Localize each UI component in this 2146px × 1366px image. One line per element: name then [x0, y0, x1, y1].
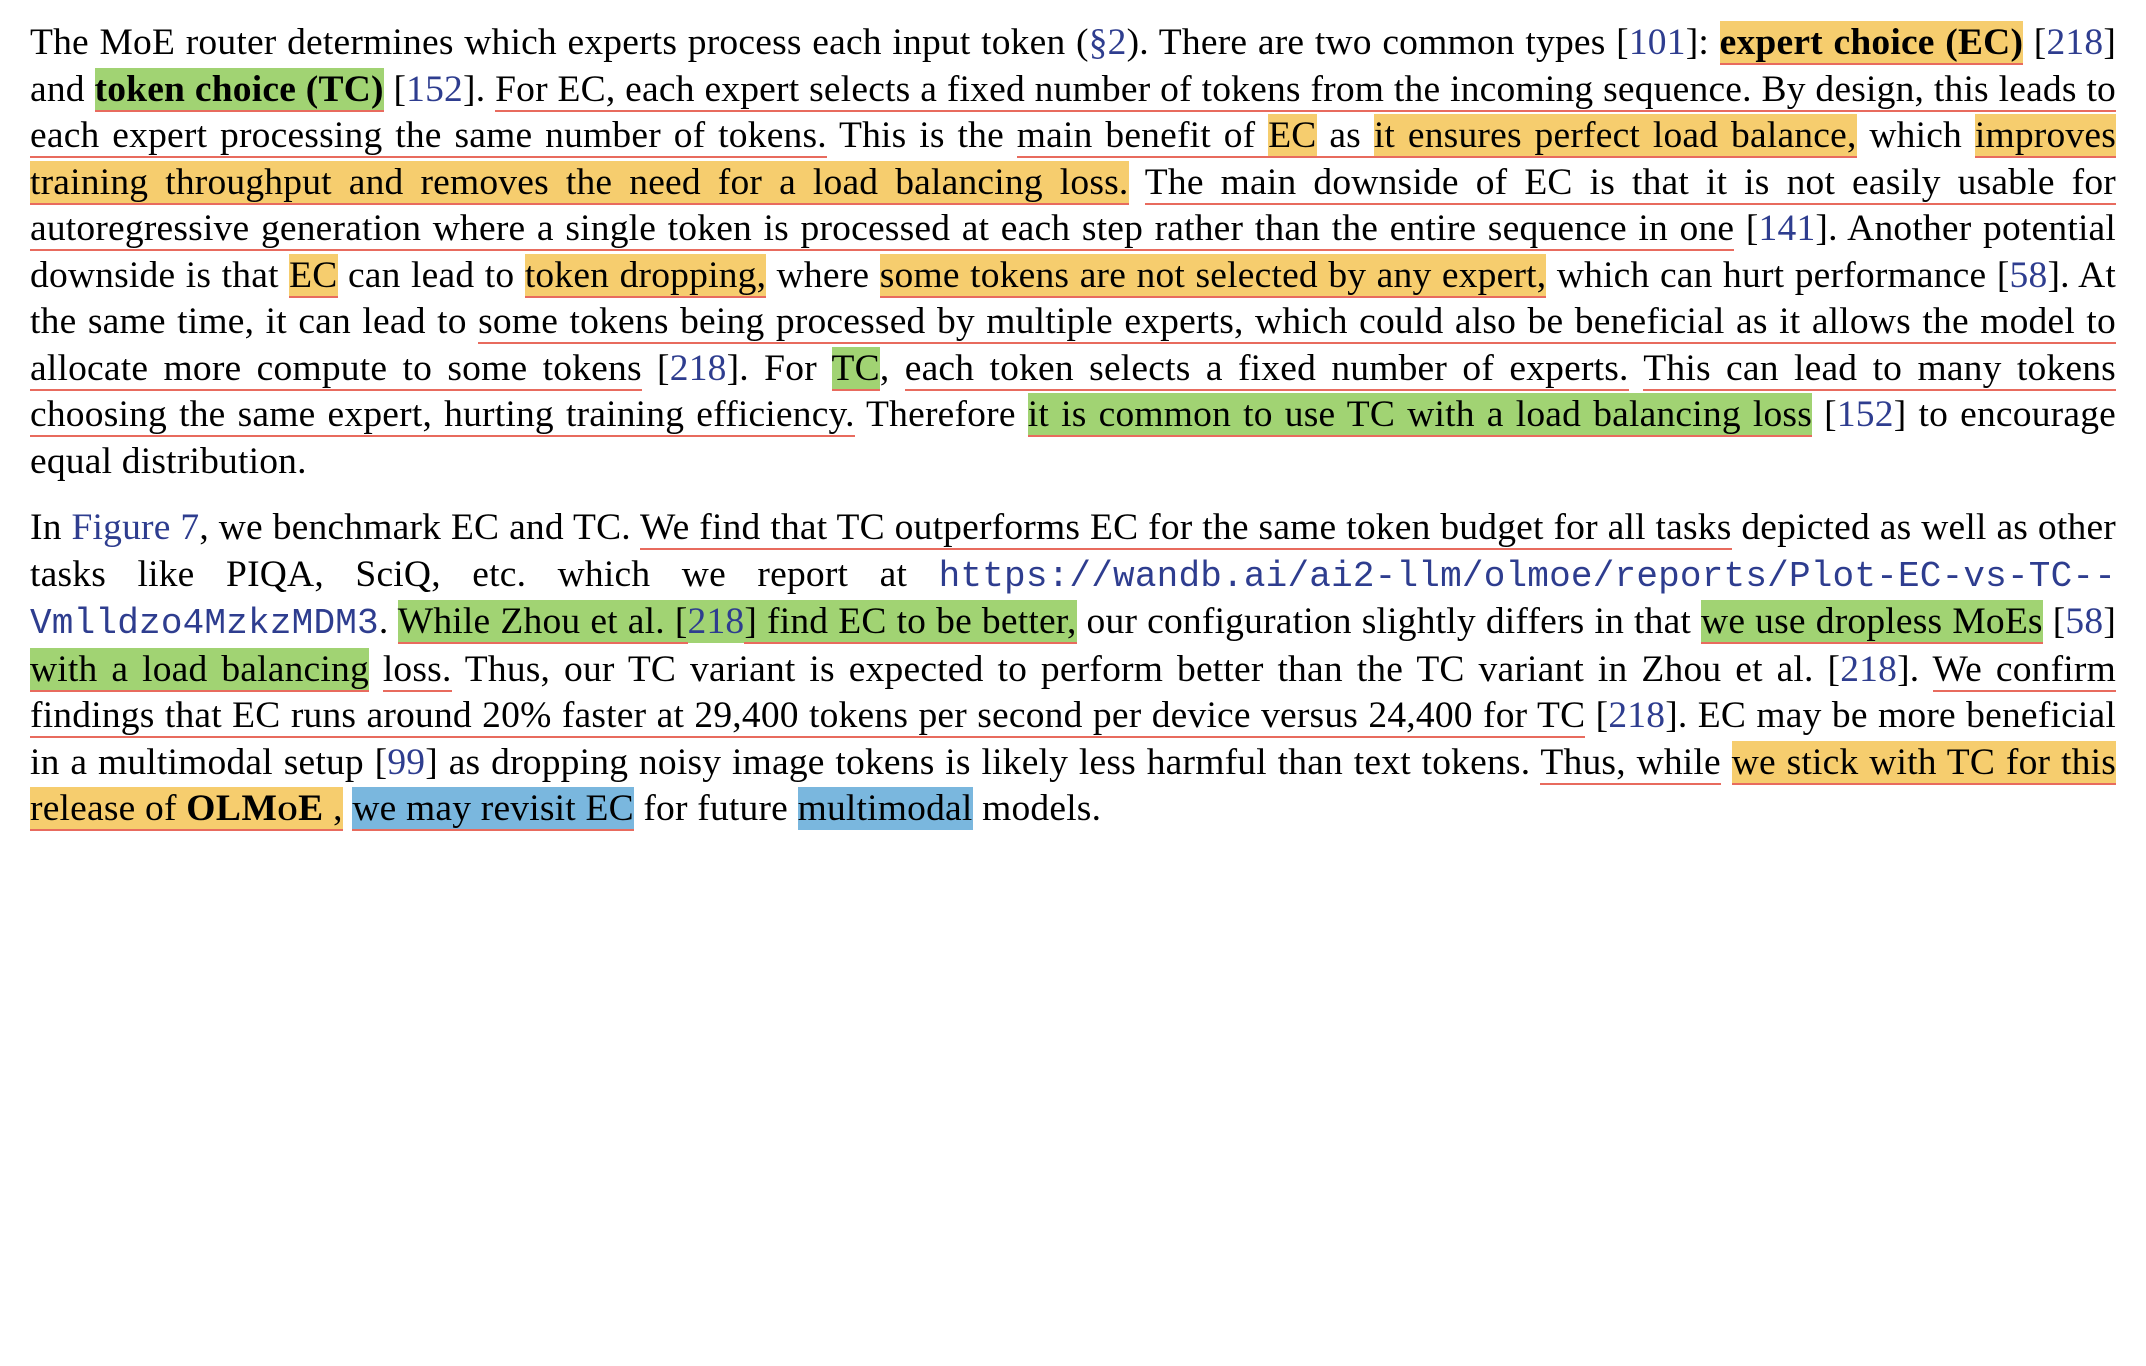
term-expert-choice: expert choice (EC)	[1720, 21, 2024, 65]
paragraph-1: The MoE router determines which experts …	[30, 20, 2116, 485]
citation[interactable]: 152	[1837, 394, 1894, 435]
highlighted-text: ] find EC to be better,	[744, 600, 1076, 644]
citation[interactable]: 218	[1608, 695, 1665, 736]
citation[interactable]: 218	[2046, 22, 2103, 63]
text: This is the	[827, 115, 1017, 156]
text: models.	[973, 788, 1102, 829]
model-name: OLMoE	[186, 787, 323, 831]
text: In	[30, 507, 71, 548]
document-body: The MoE router determines which experts …	[0, 0, 2146, 893]
text: , we benchmark EC and TC.	[199, 507, 640, 548]
text: where	[766, 255, 880, 296]
citation[interactable]: 99	[387, 742, 425, 783]
text: .	[379, 601, 398, 642]
citation[interactable]: 218	[688, 600, 745, 643]
text: ). There are two common types [	[1127, 22, 1629, 63]
text	[343, 788, 353, 829]
text: ] as dropping noisy image tokens is like…	[425, 742, 1540, 783]
citation[interactable]: 58	[2010, 255, 2048, 296]
highlighted-text: token dropping,	[525, 254, 766, 298]
text: [	[642, 348, 670, 389]
highlighted-term: EC	[289, 254, 337, 298]
text: ,	[880, 348, 905, 389]
citation[interactable]: 218	[670, 348, 727, 389]
text: which	[1857, 115, 1975, 156]
text: ]. For	[727, 348, 832, 389]
citation[interactable]: 141	[1759, 208, 1816, 249]
text: ]:	[1686, 22, 1720, 63]
highlighted-text: multimodal	[798, 787, 973, 830]
highlighted-text: it ensures perfect load balance,	[1374, 114, 1857, 158]
highlighted-text: it is common to use TC with a load balan…	[1028, 393, 1812, 437]
text: Thus, our TC variant is expected to perf…	[452, 649, 1841, 690]
highlighted-text: with a load balancing	[30, 648, 369, 692]
section-ref[interactable]: §2	[1089, 22, 1127, 63]
underlined-text: as	[1317, 115, 1374, 158]
term-token-choice: token choice (TC)	[95, 68, 384, 112]
underlined-text: each token selects a fixed number of exp…	[905, 348, 1629, 391]
highlighted-text: we use dropless MoEs	[1701, 600, 2043, 644]
text: Therefore	[855, 394, 1028, 435]
text: ]	[2103, 601, 2116, 642]
text: ].	[1897, 649, 1932, 690]
text: which can hurt performance	[1546, 255, 1986, 296]
highlighted-text: While Zhou et al. [	[398, 600, 688, 644]
paragraph-2: In Figure 7, we benchmark EC and TC. We …	[30, 505, 2116, 833]
text: [	[2023, 22, 2046, 63]
text: [	[2043, 601, 2066, 642]
highlighted-term: TC	[832, 347, 880, 391]
text: can lead to	[338, 255, 525, 296]
text: [	[1986, 255, 2009, 296]
highlighted-text: we may revisit EC	[352, 787, 633, 831]
text: for future	[634, 788, 798, 829]
underlined-text: Thus, while	[1540, 742, 1720, 785]
citation[interactable]: 101	[1629, 22, 1686, 63]
citation[interactable]: 218	[1840, 649, 1897, 690]
citation[interactable]: 152	[406, 69, 463, 110]
text: our configuration slightly differs in th…	[1077, 601, 1701, 642]
underlined-text: We find that TC outperforms EC for the s…	[640, 507, 1731, 550]
text	[1129, 162, 1145, 203]
text: ].	[463, 69, 495, 110]
highlighted-text: ,	[324, 787, 343, 831]
underlined-text: main benefit of	[1017, 115, 1268, 158]
text	[1721, 742, 1732, 783]
text	[1629, 348, 1644, 389]
text: [	[1585, 695, 1608, 736]
text: [	[1734, 208, 1758, 249]
text: [	[384, 69, 406, 110]
figure-ref[interactable]: Figure 7	[71, 507, 199, 548]
highlighted-term: EC	[1268, 114, 1316, 158]
text: The MoE router determines which experts …	[30, 22, 1089, 63]
underlined-text: loss.	[383, 649, 452, 692]
citation[interactable]: 58	[2065, 601, 2103, 642]
text: [	[1812, 394, 1837, 435]
highlighted-text: some tokens are not selected by any expe…	[880, 254, 1547, 298]
text	[369, 649, 383, 690]
